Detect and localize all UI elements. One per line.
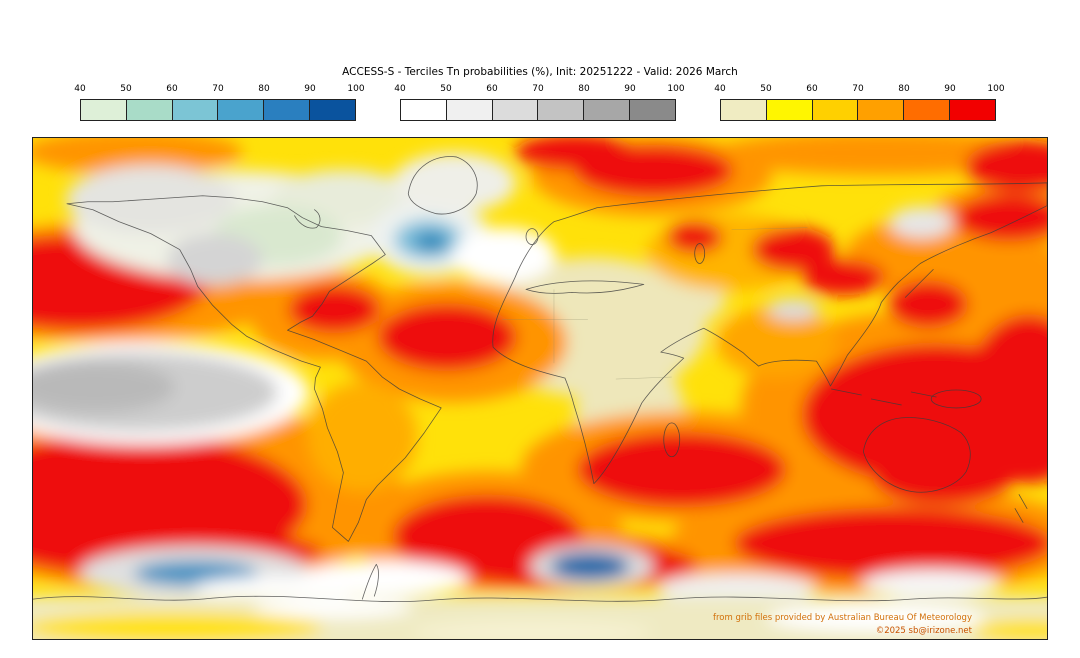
colorbar-segment xyxy=(766,100,813,120)
attribution-copyright: ©2025 sb@irizone.net xyxy=(875,626,972,636)
colorbar-ticks: 40 50 60 70 80 90 100 xyxy=(394,84,684,97)
tick-label: 70 xyxy=(852,84,864,94)
colorbar-bar xyxy=(720,99,996,121)
world-map-svg xyxy=(33,138,1047,639)
tick-label: 60 xyxy=(806,84,818,94)
colorbar-segment xyxy=(446,100,493,120)
attribution-source: from grib files provided by Australian B… xyxy=(712,613,972,623)
tick-label: 40 xyxy=(394,84,406,94)
colorbar-cool-blue: 40 50 60 70 80 90 100 xyxy=(74,84,365,126)
tick-label: 100 xyxy=(987,84,1005,94)
tick-label: 60 xyxy=(166,84,178,94)
colorbar-segment xyxy=(584,100,631,120)
tick-label: 90 xyxy=(624,84,636,94)
colorbar-segment xyxy=(492,100,539,120)
tick-label: 60 xyxy=(486,84,498,94)
colorbar-segment xyxy=(218,100,265,120)
tick-label: 100 xyxy=(667,84,685,94)
tick-label: 50 xyxy=(440,84,452,94)
colorbar-segment xyxy=(950,100,995,120)
tick-label: 40 xyxy=(74,84,86,94)
tick-label: 80 xyxy=(578,84,590,94)
colorbar-bar xyxy=(400,99,676,121)
colorbar-segment xyxy=(630,100,675,120)
colorbar-segment xyxy=(264,100,311,120)
colorbar-neutral-gray: 40 50 60 70 80 90 100 xyxy=(394,84,685,126)
tick-label: 80 xyxy=(258,84,270,94)
colorbar-segment xyxy=(858,100,905,120)
tick-label: 80 xyxy=(898,84,910,94)
colorbar-segment xyxy=(538,100,585,120)
colorbar-segment xyxy=(721,100,767,120)
colorbar-segment xyxy=(81,100,127,120)
colorbar-segment xyxy=(401,100,447,120)
colorbar-segment xyxy=(126,100,173,120)
tick-label: 100 xyxy=(347,84,365,94)
map-title: ACCESS-S - Terciles Tn probabilities (%)… xyxy=(342,66,738,78)
tick-label: 90 xyxy=(944,84,956,94)
tick-label: 70 xyxy=(212,84,224,94)
colorbar-ticks: 40 50 60 70 80 90 100 xyxy=(74,84,364,97)
tick-label: 40 xyxy=(714,84,726,94)
tick-label: 50 xyxy=(120,84,132,94)
world-probability-map: from grib files provided by Australian B… xyxy=(32,137,1048,640)
colorbar-segment xyxy=(904,100,951,120)
colorbar-bar xyxy=(80,99,356,121)
colorbar-ticks: 40 50 60 70 80 90 100 xyxy=(714,84,1004,97)
tick-label: 70 xyxy=(532,84,544,94)
tick-label: 50 xyxy=(760,84,772,94)
tick-label: 90 xyxy=(304,84,316,94)
colorbar-segment xyxy=(812,100,859,120)
colorbar-warm-yellow-red: 40 50 60 70 80 90 100 xyxy=(714,84,1005,126)
colorbar-segment xyxy=(310,100,355,120)
colorbar-segment xyxy=(172,100,219,120)
